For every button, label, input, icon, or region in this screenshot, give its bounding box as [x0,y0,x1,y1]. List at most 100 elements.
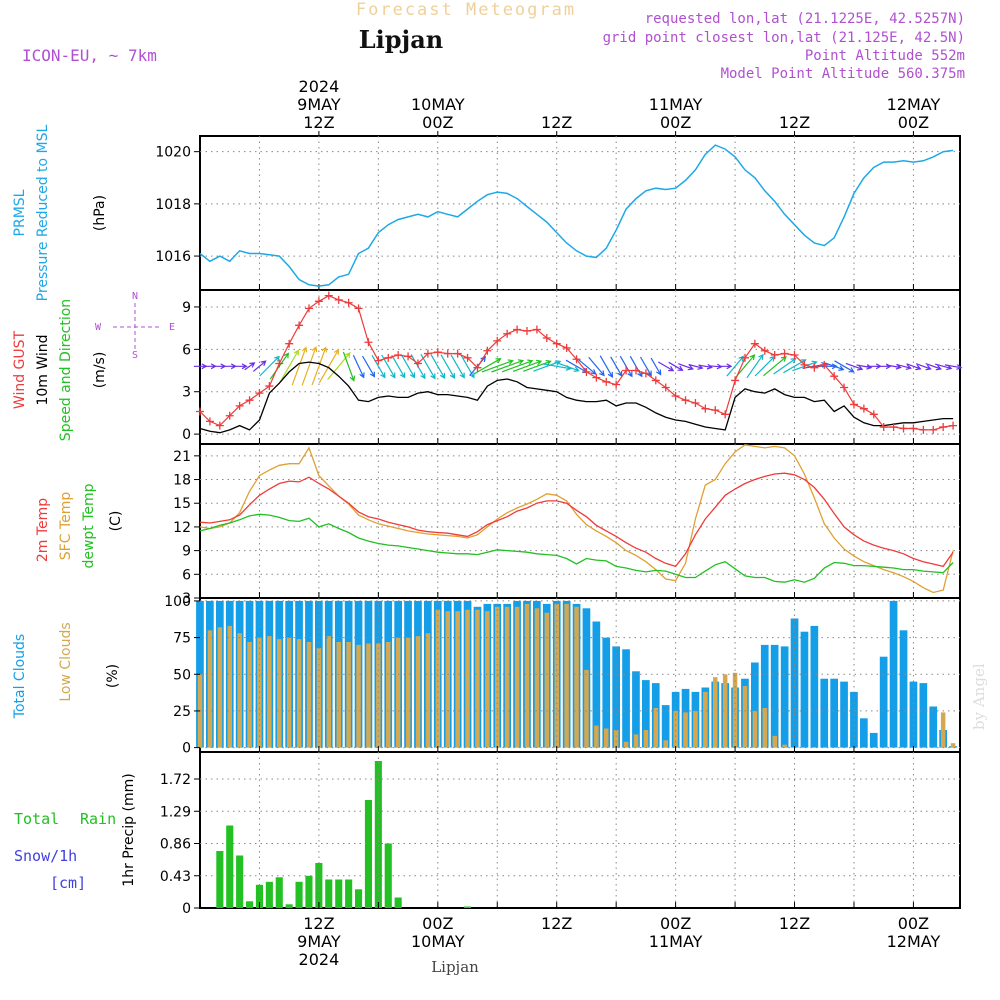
low-cloud-bar [346,642,351,748]
total-cloud-bar [840,681,848,748]
gust-point [721,410,730,419]
wind-arrow [311,346,328,386]
total-cloud-bar [879,656,888,748]
temp-frame [199,443,961,599]
low-cloud-bar [594,725,599,748]
top-time-label: 9MAY [297,95,341,114]
wind-tick-label: 6 [182,342,191,358]
low-cloud-bar [633,734,639,748]
wind-arrow [214,363,227,370]
wind-arrow [391,354,406,379]
low-cloud-bar [296,639,302,748]
pressure-label-msl: Pressure Reduced to MSL [35,124,51,301]
rain-bar [464,906,472,908]
top-time-label: 2024 [299,77,340,96]
gust-point [701,404,710,413]
wind-arrow [259,355,280,377]
gust-point [780,349,789,358]
bottom-time-label: 10MAY [411,932,465,951]
low-cloud-bar [732,672,738,748]
wind-arrow [450,354,465,379]
clouds-tick-label: 100 [164,594,191,610]
gust-point [909,424,918,433]
wind-arrow [719,363,733,370]
rain-bar [355,889,363,909]
low-cloud-bar [485,611,490,748]
pressure-tick-label: 1020 [155,145,191,161]
low-cloud-bar [524,603,530,748]
total-cloud-bar [661,705,670,748]
t2m-line [199,472,954,568]
low-cloud-bar [693,710,698,748]
wind-arrow [906,363,922,371]
gust-point [612,380,621,389]
wind-arrow [244,362,256,371]
gust-point [939,423,948,432]
bottom-time-label: 00Z [898,914,929,933]
gust-point [830,372,839,381]
total-cloud-bar [632,671,640,748]
wind-arrow [915,363,932,371]
wind-arrow [522,359,552,372]
pressure-series-line [199,144,954,287]
wind-direction-arrows [193,346,963,386]
bottom-time-label: 12Z [541,914,572,933]
wind-arrow [934,363,953,371]
wind-gust-markers [196,291,958,434]
total-cloud-bar [760,644,769,748]
total-cloud-bar [751,662,759,748]
wind-panel: 0 3 6 9 Wind GUST 10m Wind Speed and Direct… [12,289,963,445]
rain-bar [226,825,234,908]
compass-s: S [132,350,138,361]
location-title: Lipjan [359,25,443,54]
low-cloud-bar [326,636,332,748]
bottom-time-label: 11MAY [649,932,703,951]
wind-arrow [845,362,864,371]
precip-tick-label: 0.43 [160,869,191,885]
rain-bar [394,897,402,908]
wind-arrow [876,363,892,370]
clouds-panel: 0 25 50 75 100 Total Clouds Low Clouds (%) [12,594,961,757]
total-cloud-bar [790,618,799,748]
rain-bar [265,881,273,909]
wind-arrow [361,355,376,378]
gust-point [443,349,452,358]
wind-arrow [327,352,351,380]
low-cloud-bar [772,735,777,748]
compass-rose: N W E S [95,291,175,361]
wind-arrow [746,353,764,379]
wind-arrow [501,359,534,373]
total-cloud-bar [860,718,868,748]
wind-arrow [291,346,308,386]
gust-point [265,382,274,391]
low-cloud-bar [435,609,441,748]
total-cloud-bar [869,732,878,748]
wind-label-gust: Wind GUST [12,330,28,409]
gust-point [354,304,363,313]
low-cloud-bar [762,708,768,748]
gust-point [334,295,343,304]
gust-point [919,425,928,434]
model-label: ICON-EU, ~ 7km [22,46,157,65]
top-time-label: 00Z [898,113,929,132]
temp-grid [200,444,960,598]
gust-point [740,353,749,362]
wind-arrow [554,361,580,372]
wind-arrow [754,355,776,377]
low-cloud-bar [495,606,500,748]
gust-point [215,421,224,430]
wind-unit: (m/s) [92,352,108,389]
wind-arrow [856,364,873,370]
pressure-grid [200,136,960,290]
wind-arrow [576,358,597,375]
total-cloud-bar [800,631,809,748]
gust-point [503,329,512,338]
total-cloud-bar [919,683,928,748]
wind-label-10m: 10m Wind [35,334,51,405]
gust-point [552,339,561,348]
gust-point [522,326,531,335]
precip-label-snow: Snow/1h [14,847,77,865]
gust-point [691,399,700,408]
temp-tick-label: 12 [173,520,191,536]
gust-point [304,304,313,313]
